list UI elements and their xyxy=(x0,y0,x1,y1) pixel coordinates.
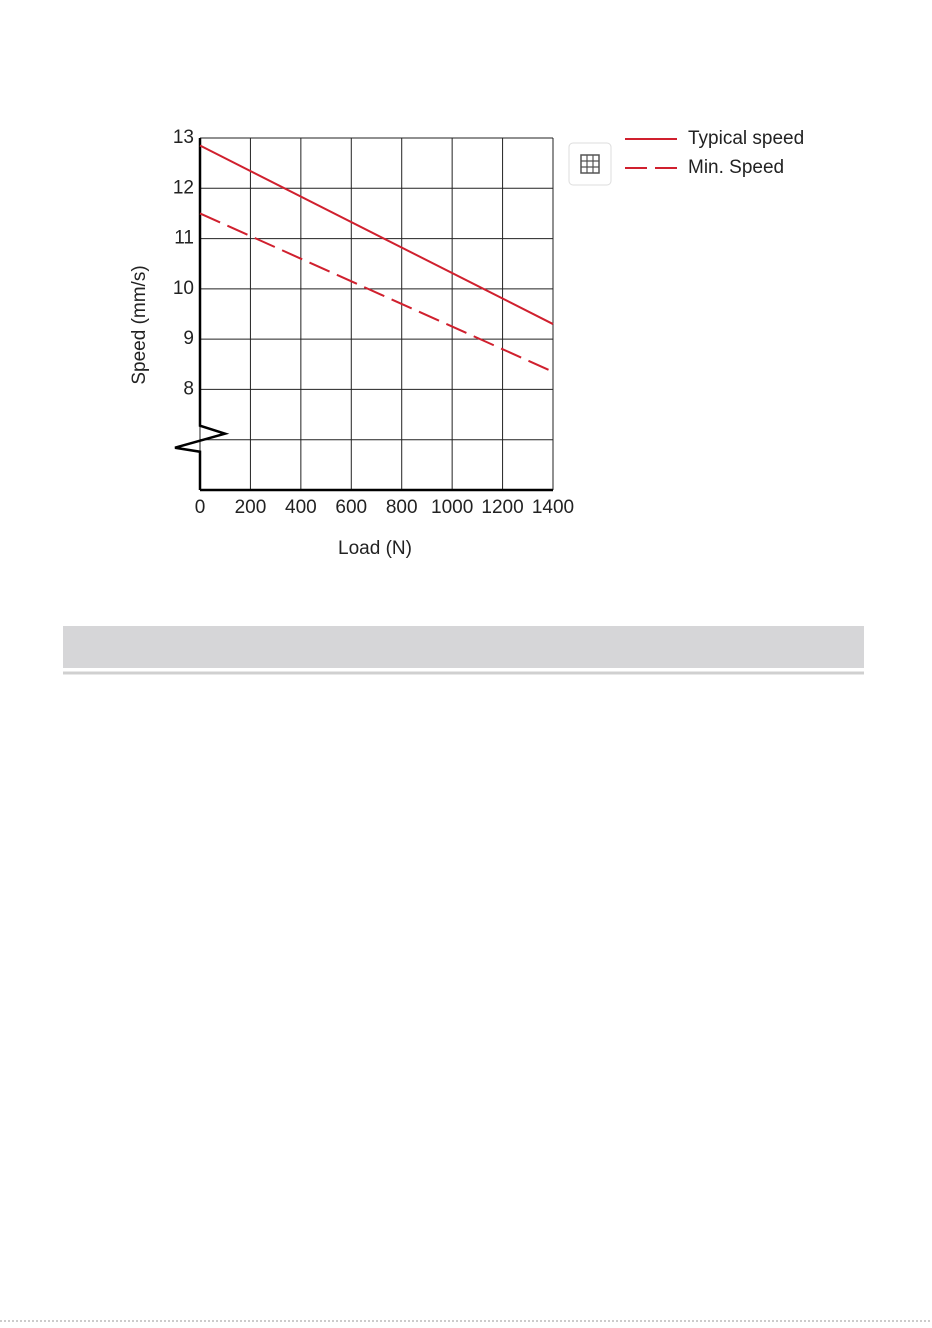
icon-grid xyxy=(580,154,600,174)
y-tick-label: 13 xyxy=(173,127,194,148)
y-tick-label: 11 xyxy=(174,228,194,249)
icon-lines xyxy=(581,155,599,173)
x-axis-label: Load (N) xyxy=(338,538,412,559)
section-bar xyxy=(63,626,864,668)
y-axis-broken xyxy=(174,138,230,490)
legend-label: Typical speed xyxy=(688,128,804,149)
y-tick-label: 8 xyxy=(183,378,194,399)
y-tick-label: 10 xyxy=(173,278,194,299)
series-line xyxy=(199,212,554,373)
y-axis-label: Speed (mm/s) xyxy=(129,265,150,384)
x-tick-label: 1000 xyxy=(431,497,473,518)
x-tick-label: 200 xyxy=(235,497,267,518)
table-icon[interactable] xyxy=(568,142,612,186)
x-tick-label: 400 xyxy=(285,497,317,518)
x-tick-label: 0 xyxy=(195,497,206,518)
series-line xyxy=(199,144,554,325)
x-tick-label: 1400 xyxy=(532,497,574,518)
y-tick-label: 9 xyxy=(183,328,194,349)
icon-frame[interactable] xyxy=(568,142,612,186)
x-tick-label: 800 xyxy=(386,497,418,518)
x-tick-label: 1200 xyxy=(481,497,523,518)
legend-label: Min. Speed xyxy=(688,157,784,178)
x-tick-label: 600 xyxy=(335,497,367,518)
y-tick-label: 12 xyxy=(173,177,194,198)
